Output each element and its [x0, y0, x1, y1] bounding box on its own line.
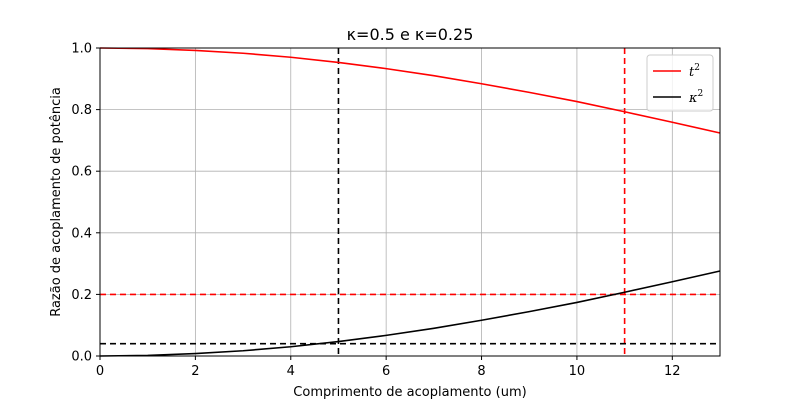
y-tick-label: 0.4	[71, 226, 92, 241]
y-axis-label: Razão de acoplamento de potência	[49, 87, 64, 317]
legend-label: κ2	[688, 89, 703, 106]
grid	[99, 47, 720, 357]
y-tick-label: 0.6	[71, 165, 92, 180]
series-line-1	[99, 47, 721, 134]
series-line-2	[99, 270, 721, 357]
y-tick-label: 0.2	[71, 288, 92, 303]
x-axis-label: Comprimento de acoplamento (um)	[293, 385, 526, 400]
x-tick-label: 0	[96, 364, 104, 379]
x-tick-label: 12	[664, 364, 681, 379]
chart-title: κ=0.5 e κ=0.25	[347, 25, 474, 44]
x-tick-label: 4	[287, 364, 295, 379]
axis-ticks: 0 2 4 6 8 10 12 0.0 0.2 0.4 0.6 0.8 1.0	[71, 42, 680, 380]
reference-lines	[100, 48, 720, 356]
legend-label: t2	[689, 63, 700, 80]
x-tick-label: 6	[382, 364, 390, 379]
y-tick-label: 0.0	[71, 350, 92, 365]
x-tick-label: 2	[191, 364, 199, 379]
legend: t2 κ2	[646, 54, 714, 112]
series-lines	[99, 47, 721, 357]
legend-box	[646, 54, 714, 112]
y-tick-label: 1.0	[71, 42, 92, 57]
y-tick-label: 0.8	[71, 103, 92, 118]
x-tick-label: 10	[569, 364, 586, 379]
x-tick-label: 8	[477, 364, 485, 379]
plot-frame	[99, 47, 721, 357]
